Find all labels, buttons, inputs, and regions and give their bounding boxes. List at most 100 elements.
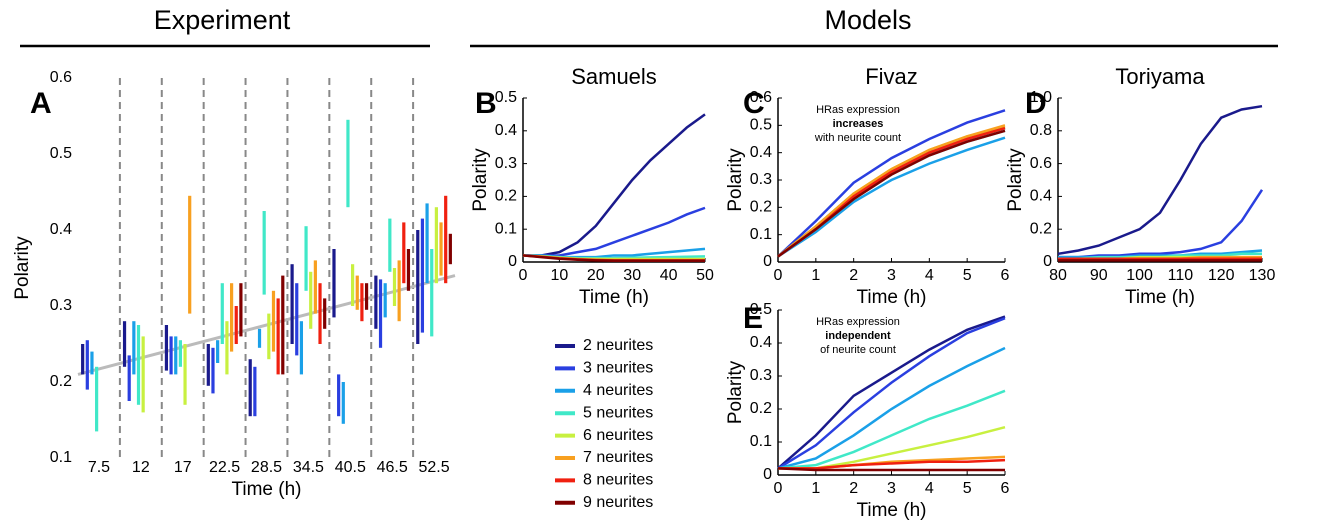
range-bar: [323, 298, 327, 329]
range-bar: [136, 325, 141, 405]
x-tick-label: 6: [1001, 267, 1010, 284]
x-tick-label: 0: [774, 267, 783, 284]
x-tick-label: 50: [696, 267, 714, 284]
range-bar: [141, 336, 145, 413]
x-tick-label: 0: [519, 267, 528, 284]
series-line: [777, 467, 1005, 472]
legend-label: 9 neurites: [583, 494, 653, 511]
y-tick-label: 0.4: [750, 144, 772, 161]
x-tick-label: 3: [887, 480, 896, 497]
series-line: [522, 254, 705, 262]
range-bar: [313, 260, 317, 314]
range-bar: [85, 340, 89, 390]
range-bar: [276, 298, 280, 375]
x-tick-label: 90: [1090, 267, 1108, 284]
series-line: [777, 346, 1006, 470]
range-bar: [374, 275, 378, 329]
series-line: [777, 136, 1006, 258]
series-line: [777, 389, 1006, 470]
x-axis-label: Time (h): [579, 287, 649, 308]
range-bar: [448, 233, 452, 265]
range-bar: [248, 359, 252, 417]
range-bar: [360, 283, 364, 322]
legend-label: 5 neurites: [583, 404, 653, 421]
x-tick-label: 7.5: [88, 459, 110, 476]
range-bar: [346, 119, 350, 208]
y-tick-label: 0: [1043, 253, 1052, 270]
x-tick-label: 12: [132, 459, 150, 476]
range-bar: [220, 283, 224, 344]
y-tick-label: 0.6: [750, 89, 772, 106]
range-bar: [420, 218, 425, 333]
y-tick-label: 0.5: [750, 301, 772, 318]
range-bar: [439, 222, 443, 276]
y-axis-label: Polarity: [470, 148, 491, 212]
range-bar: [430, 249, 434, 337]
series-line: [777, 109, 1006, 258]
y-tick-label: 0.2: [750, 400, 772, 417]
series-line: [777, 315, 1006, 470]
x-tick-label: 40.5: [335, 459, 366, 476]
series-line: [523, 206, 706, 257]
y-tick-label: 0.2: [495, 188, 517, 205]
range-bar: [211, 347, 215, 394]
range-bar: [127, 355, 131, 401]
range-bar: [271, 290, 276, 352]
series-line: [777, 126, 1006, 258]
x-tick-label: 4: [925, 480, 934, 497]
range-bar: [364, 283, 369, 310]
x-tick-label: 40: [660, 267, 678, 284]
trend-line: [77, 274, 456, 376]
panel-title: Samuels: [571, 64, 657, 89]
x-tick-label: 30: [623, 267, 641, 284]
series-line: [777, 125, 1006, 258]
y-axis-label: Polarity: [725, 360, 746, 424]
annotation: independent: [825, 330, 891, 342]
legend-label: 7 neurites: [583, 449, 653, 466]
y-tick-label: 0: [508, 253, 517, 270]
legend-label: 8 neurites: [583, 472, 653, 489]
annotation: increases: [833, 118, 884, 130]
x-tick-label: 52.5: [418, 459, 449, 476]
annotation: HRas expression: [816, 316, 900, 328]
series-line: [777, 317, 1006, 470]
panel-title: Toriyama: [1115, 64, 1205, 89]
range-bar: [257, 328, 262, 348]
y-tick-label: 0.2: [1030, 220, 1052, 237]
range-bar: [425, 203, 429, 284]
y-tick-label: 0.8: [1030, 122, 1052, 139]
range-bar: [295, 283, 299, 356]
x-tick-label: 80: [1049, 267, 1067, 284]
x-tick-label: 3: [887, 267, 896, 284]
y-tick-label: 0.5: [750, 117, 772, 134]
x-axis-label: Time (h): [1125, 287, 1195, 308]
y-tick-label: 0.1: [750, 226, 772, 243]
range-bar: [304, 226, 308, 291]
x-tick-label: 6: [1001, 480, 1010, 497]
x-tick-label: 20: [587, 267, 605, 284]
range-bar: [397, 260, 401, 322]
legend-label: 2 neurites: [583, 337, 653, 354]
x-tick-label: 46.5: [377, 459, 408, 476]
range-bar: [206, 344, 210, 386]
annotation: of neurite count: [820, 344, 896, 356]
range-bar: [416, 230, 420, 344]
x-axis-label: Time (h): [856, 500, 926, 521]
x-tick-label: 22.5: [209, 459, 240, 476]
range-bar: [299, 321, 304, 375]
range-bar: [406, 249, 411, 291]
range-bar: [355, 275, 359, 310]
y-tick-label: 0.3: [750, 171, 772, 188]
range-bar: [318, 283, 322, 344]
range-bar: [164, 325, 169, 371]
x-tick-label: 28.5: [251, 459, 282, 476]
x-tick-label: 17: [174, 459, 192, 476]
y-tick-label: 0.2: [750, 199, 772, 216]
y-tick-label: 0.2: [50, 373, 72, 390]
panel-title: Fivaz: [865, 64, 918, 89]
range-bar: [174, 336, 178, 375]
y-tick-label: 0: [763, 253, 772, 270]
y-tick-label: 0.3: [495, 155, 517, 172]
x-tick-label: 130: [1249, 267, 1276, 284]
y-tick-label: 0.4: [50, 221, 72, 238]
